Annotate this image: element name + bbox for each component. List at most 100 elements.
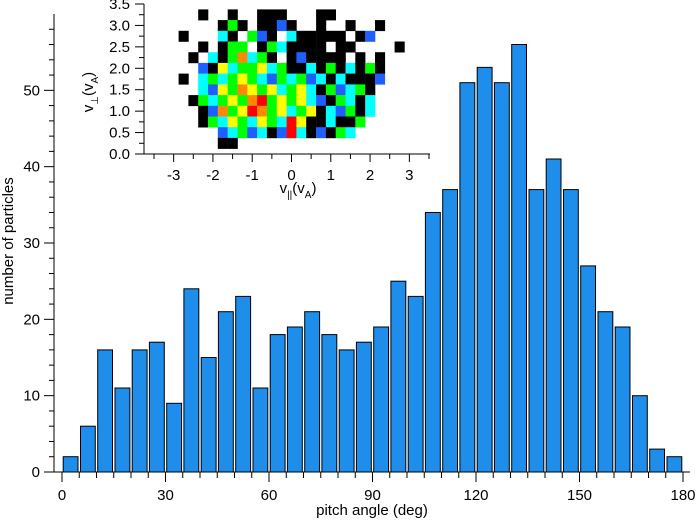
heatmap-cell [375,73,386,85]
heatmap-cell [286,41,297,53]
inset-x-tick-label: 2 [366,167,374,184]
histogram-bar [338,349,355,473]
heatmap-cell [266,84,277,96]
x-tick-label: 120 [463,487,488,504]
heatmap-cell [365,95,376,107]
heatmap-cell [375,62,386,74]
heatmap-cell [237,105,248,117]
x-tick-label: 180 [670,487,695,504]
heatmap-cell [325,62,336,74]
heatmap-cell [266,127,277,139]
heatmap-cell [247,116,258,128]
histogram-bars [62,44,683,473]
heatmap-cell [266,116,277,128]
y-tick-label: 30 [23,235,40,252]
heatmap-cell [394,41,405,53]
heatmap-cell [335,105,346,117]
histogram-bar [269,334,286,473]
heatmap-cell [217,116,228,128]
x-tick-label: 150 [567,487,592,504]
y-tick-label: 10 [23,388,40,405]
inset-x-tick-label: -3 [167,167,180,184]
histogram-bar [321,334,338,473]
heatmap-cell [227,62,238,74]
heatmap-cell [345,73,356,85]
inset-x-title-sub: || [287,190,292,201]
heatmap-cell [198,41,209,53]
heatmap-cell [208,62,219,74]
heatmap-cell [247,52,258,64]
inset-x-axis-title: v||(vA) [280,180,317,201]
heatmap-cell [345,84,356,96]
inset-y-axis-ticks: 0.0 0.5 1.0 1.5 2.0 2.5 3.0 3.5 [109,0,144,163]
heatmap-cell [217,20,228,32]
inset-x-tick-label: 3 [405,167,413,184]
heatmap-cell [227,20,238,32]
heatmap-cell [296,84,307,96]
heatmap-cells [178,9,405,149]
inset-y-title-sub: ⊥ [90,96,101,105]
heatmap-cell [276,9,287,21]
heatmap-cell [316,20,327,32]
heatmap-cell [266,41,277,53]
inset-y-tick-label: 3.0 [109,17,130,34]
histogram-bar [563,189,579,473]
heatmap-cell [257,41,268,53]
histogram-bar [614,326,631,473]
heatmap-cell [257,116,268,128]
inset-y-tick-label: 0.0 [109,146,130,163]
heatmap-cell [306,30,317,42]
heatmap-cell [247,84,258,96]
heatmap-cell [316,52,327,64]
y-tick-label: 20 [23,311,40,328]
heatmap-cell [247,73,258,85]
inset-x-title-paren-sub: A [305,190,312,201]
inset-y-title-paren-sub: A [90,76,101,83]
heatmap-cell [296,73,307,85]
heatmap-cell [257,62,268,74]
heatmap-cell [198,62,209,74]
heatmap-cell [208,95,219,107]
heatmap-cell [237,127,248,139]
heatmap-cell [276,62,287,74]
heatmap-cell [198,73,209,85]
heatmap-cell [217,73,228,85]
heatmap-cell [257,30,268,42]
histogram-bar [97,349,113,473]
heatmap-cell [198,116,209,128]
heatmap-cell [365,30,376,42]
heatmap-cell [345,41,356,53]
histogram-bar [166,402,183,473]
heatmap-cell [237,84,248,96]
heatmap-cell [325,105,336,117]
histogram-bar [148,341,165,473]
heatmap-cell [325,84,336,96]
histogram-bar [286,326,303,473]
heatmap-cell [276,127,287,139]
heatmap-cell [345,116,356,128]
heatmap-cell [217,41,228,53]
heatmap-cell [266,30,277,42]
heatmap-cell [325,9,336,21]
heatmap-cell [335,73,346,85]
heatmap-cell [355,30,366,42]
heatmap-cell [266,62,277,74]
histogram-bar [80,425,96,473]
heatmap-cell [365,73,376,85]
histogram-bar [114,387,131,473]
histogram-bar [62,456,79,473]
heatmap-cell [316,127,327,139]
heatmap-cell [227,84,238,96]
heatmap-cell [355,95,366,107]
heatmap-cell [188,95,199,107]
heatmap-cell [286,127,297,139]
heatmap-cell [237,20,248,32]
histogram-bar [217,311,234,473]
heatmap-cell [296,52,307,64]
heatmap-cell [296,95,307,107]
inset-y-title-paren: (v [80,83,97,96]
heatmap-cell [188,52,199,64]
heatmap-cell [276,116,287,128]
heatmap-cell [345,20,356,32]
histogram-bar [493,82,510,473]
